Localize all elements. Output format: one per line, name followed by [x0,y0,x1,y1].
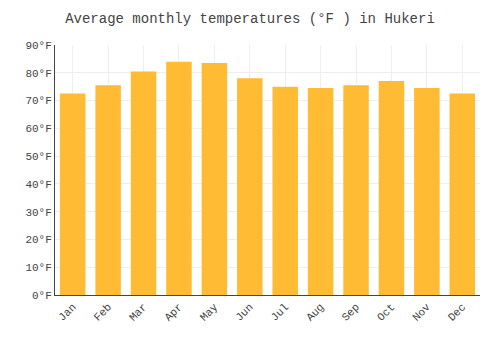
svg-text:60°F: 60°F [25,123,51,135]
svg-text:Jul: Jul [269,301,291,323]
svg-text:Mar: Mar [127,301,149,323]
svg-text:Oct: Oct [375,301,397,323]
svg-text:Average monthly temperatures (: Average monthly temperatures (°F ) in Hu… [65,11,435,27]
svg-text:30°F: 30°F [25,207,51,219]
svg-text:Nov: Nov [410,301,433,324]
svg-text:90°F: 90°F [25,40,51,52]
svg-text:Jan: Jan [56,301,78,323]
svg-text:20°F: 20°F [25,234,51,246]
svg-text:50°F: 50°F [25,151,51,163]
svg-text:80°F: 80°F [25,68,51,80]
svg-text:70°F: 70°F [25,95,51,107]
svg-text:40°F: 40°F [25,179,51,191]
svg-text:0°F: 0°F [32,290,52,302]
svg-text:Jun: Jun [233,301,255,323]
svg-text:Apr: Apr [162,301,184,323]
svg-text:Aug: Aug [304,301,326,323]
svg-text:10°F: 10°F [25,262,51,274]
svg-text:Sep: Sep [340,301,362,323]
svg-text:May: May [198,301,221,324]
svg-text:Dec: Dec [446,301,468,323]
svg-text:Feb: Feb [92,301,114,323]
